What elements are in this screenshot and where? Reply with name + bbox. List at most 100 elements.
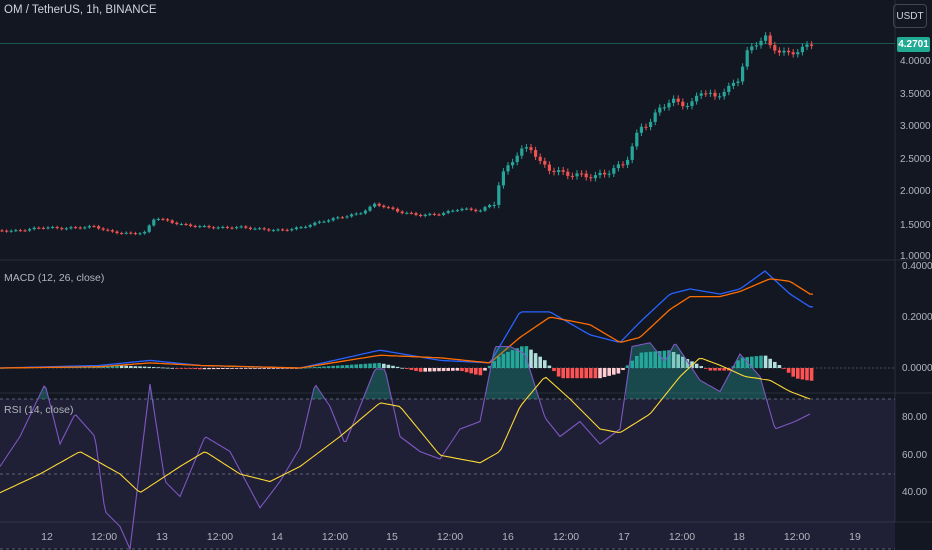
- macd-histogram-bar: [662, 350, 667, 368]
- candle-body: [354, 213, 358, 215]
- macd-histogram-bar: [340, 365, 345, 368]
- candle-body: [5, 230, 9, 232]
- time-tick: 12:00: [783, 531, 811, 543]
- macd-histogram-bar: [685, 359, 690, 368]
- time-tick: 12: [41, 531, 53, 543]
- candle-body: [405, 212, 409, 214]
- macd-histogram-bar: [782, 368, 786, 369]
- candle-body: [446, 211, 450, 213]
- rsi-label[interactable]: RSI (14, close): [4, 404, 74, 416]
- candle-body: [662, 107, 666, 109]
- candle-body: [87, 226, 91, 228]
- macd-histogram-bar: [377, 362, 381, 368]
- candle-body: [198, 226, 202, 228]
- macd-histogram-bar: [437, 368, 441, 372]
- candle-body: [805, 44, 809, 47]
- macd-histogram-bar: [119, 365, 124, 368]
- macd-histogram-bar: [322, 366, 326, 368]
- macd-histogram-bar: [487, 365, 492, 368]
- candle-body: [593, 175, 597, 179]
- macd-histogram-bar: [244, 368, 248, 369]
- macd-histogram-bar: [267, 368, 271, 369]
- candle-body: [676, 98, 680, 102]
- candle-body: [722, 91, 726, 97]
- macd-histogram-bar: [193, 368, 197, 370]
- price-tick: 2.0000: [900, 186, 931, 197]
- candle-body: [147, 225, 151, 232]
- macd-histogram-bar: [602, 368, 607, 378]
- candle-body: [561, 170, 565, 172]
- candle-body: [304, 226, 308, 228]
- candle-body: [124, 232, 128, 234]
- candle-body: [18, 230, 22, 232]
- candle-body: [317, 221, 321, 223]
- macd-histogram-bar: [506, 351, 510, 368]
- macd-histogram-bar: [414, 368, 418, 371]
- symbol-title[interactable]: OM / TetherUS, 1h, BINANCE: [4, 4, 157, 16]
- macd-histogram-bar: [115, 365, 119, 368]
- candle-body: [46, 227, 50, 229]
- candle-body: [400, 211, 404, 214]
- macd-histogram-bar: [198, 368, 202, 370]
- candle-body: [575, 173, 579, 177]
- macd-histogram-bar: [248, 368, 253, 369]
- macd-histogram-bar: [653, 351, 657, 368]
- macd-histogram-bar: [110, 365, 115, 368]
- macd-histogram-bar: [253, 368, 257, 369]
- candle-body: [212, 227, 216, 229]
- macd-histogram-bar: [326, 366, 331, 368]
- candle-body: [658, 107, 662, 113]
- macd-histogram-bar: [368, 363, 372, 368]
- candle-body: [621, 164, 625, 166]
- candle-body: [685, 106, 689, 108]
- candle-body: [465, 208, 469, 210]
- candle-body: [547, 164, 551, 171]
- currency-button[interactable]: USDT: [893, 4, 927, 28]
- macd-histogram-bar: [257, 368, 262, 369]
- macd-histogram-bar: [446, 368, 450, 371]
- last-price-tag: 4.2701: [897, 37, 930, 52]
- macd-histogram-bar: [800, 368, 805, 380]
- candle-body: [276, 229, 280, 231]
- candle-body: [166, 219, 170, 221]
- candle-body: [649, 121, 653, 128]
- macd-histogram-bar: [750, 356, 754, 368]
- macd-histogram-bar: [478, 368, 483, 376]
- time-tick: 12:00: [90, 531, 118, 543]
- macd-histogram-bar: [533, 353, 538, 368]
- candle-body: [23, 230, 27, 232]
- candle-body: [460, 208, 464, 211]
- macd-histogram-bar: [593, 368, 598, 379]
- candle-body: [773, 45, 777, 51]
- macd-histogram-bar: [708, 368, 713, 371]
- macd-label[interactable]: MACD (12, 26, close): [4, 272, 105, 284]
- macd-histogram-bar: [621, 368, 625, 371]
- candle-body: [603, 172, 607, 175]
- macd-histogram-bar: [717, 368, 722, 371]
- candle-body: [708, 92, 712, 94]
- candle-body: [216, 227, 220, 229]
- candle-body: [727, 85, 731, 92]
- candle-body: [152, 219, 156, 226]
- macd-histogram-bar: [428, 368, 432, 372]
- candle-body: [221, 226, 225, 228]
- candle-body: [699, 93, 703, 96]
- macd-histogram-bar: [423, 368, 427, 372]
- macd-histogram-bar: [786, 368, 791, 373]
- candle-body: [97, 226, 101, 229]
- candle-body: [759, 40, 763, 46]
- candle-body: [506, 165, 510, 172]
- candle-body: [156, 218, 160, 220]
- candle-body: [78, 227, 82, 229]
- candle-body: [382, 205, 386, 208]
- macd-histogram-bar: [188, 368, 193, 369]
- macd-tick: 0.2000: [902, 312, 932, 323]
- price-tick: 1.0000: [900, 251, 931, 262]
- candle-body: [368, 206, 372, 211]
- time-tick: 15: [386, 531, 398, 543]
- price-tick: 3.5000: [900, 89, 931, 100]
- candle-body: [667, 102, 671, 108]
- candle-body: [474, 209, 478, 212]
- candle-body: [695, 95, 699, 102]
